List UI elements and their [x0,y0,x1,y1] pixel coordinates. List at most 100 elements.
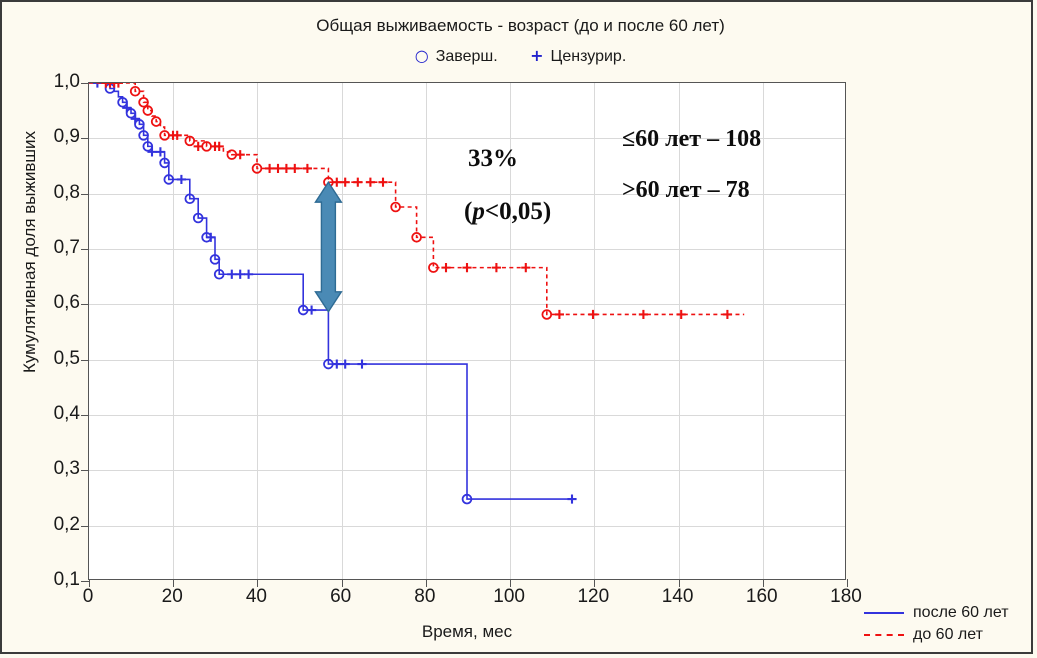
censored-marker [521,263,531,273]
y-axis-tick-label: 0,3 [53,458,80,480]
x-axis-tick-label: 80 [414,586,436,607]
event-marker [184,135,196,147]
event-marker [209,254,221,265]
censored-marker [340,359,350,369]
grid-layer [81,83,848,587]
y-axis-tick [81,249,89,250]
censored-marker [588,309,598,320]
censored-marker [722,309,732,320]
censored-marker [244,269,254,279]
y-axis-tick [81,304,89,306]
series-before60 [89,83,745,320]
censored-marker [235,269,245,279]
censored-marker [307,305,317,315]
censored-marker [92,83,102,88]
x-axis-tick [594,579,596,587]
event-marker [213,268,225,280]
x-axis-tick-label: 140 [661,586,694,607]
y-axis-tick-label: 0,2 [53,513,80,535]
annotation-percent: 33% [468,145,518,172]
legend-label-censored: Цензурир. [550,48,627,65]
x-axis-tick-labels: 0 20 40 60 80 100 120 140 160 180 [83,586,862,616]
event-marker [142,141,154,152]
censored-marker [155,147,165,157]
censored-marker [554,309,564,320]
x-axis-tick-label: 40 [245,586,268,607]
y-axis-title: Кумулятивная доля выживших [20,130,39,374]
annotation-pvalue-symbol: p [472,198,485,225]
y-axis-tick-label: 0,1 [53,569,80,590]
y-axis-tick [81,470,89,472]
gridline-vertical [678,83,680,579]
series-after60 [89,83,577,505]
gridline-vertical [594,83,596,579]
censored-marker [357,359,367,369]
censored-marker [206,232,216,242]
event-marker [163,174,175,185]
censored-marker [676,309,686,320]
censored-marker [214,141,224,151]
event-marker [390,201,401,213]
censored-marker [491,263,501,273]
gridline-vertical [341,83,343,579]
y-axis-tick-label: 0,4 [53,403,80,424]
gridline-horizontal [89,138,845,140]
censored-marker [113,83,123,88]
gridline-horizontal [89,359,845,361]
gridline-vertical [510,83,512,579]
x-axis-tick-label: 0 [82,586,94,607]
censored-marker [227,269,237,279]
censored-marker [441,263,451,273]
x-axis-tick [257,579,259,587]
x-axis-tick-label: 160 [745,586,778,607]
censored-marker [122,103,132,113]
censored-marker [378,177,388,187]
event-marker [461,493,473,505]
y-axis-tick-label: 0,9 [53,126,80,148]
y-axis-tick [81,359,89,361]
top-legend: ○ Заверш. + Цензурир. [2,46,1037,66]
gridline-horizontal [89,193,845,195]
x-axis-tick-label: 60 [330,586,352,607]
y-axis-tick-labels: 0,1 0,2 0,3 0,4 0,5 0,6 0,7 0,8 0,9 1,0 [18,71,80,590]
annotation-pvalue: (p<0,05) [464,198,551,226]
censored-marker [302,163,312,174]
censored-marker [273,163,283,174]
gridline-vertical [425,83,427,579]
censored-marker [567,494,577,504]
x-axis-tick-label: 100 [493,586,525,607]
legend-row-before60: до 60 лет [864,624,1009,646]
x-axis-tick-label: 120 [577,586,610,607]
gridline-horizontal [89,304,845,306]
x-axis-tick [173,579,175,587]
y-axis-tick-label: 0,7 [53,237,80,258]
censored-marker [332,177,342,187]
event-marker [117,97,128,108]
event-marker [411,232,422,243]
bottom-legend: после 60 лет до 60 лет [864,602,1009,646]
event-marker [129,85,141,97]
y-axis-tick [81,138,89,140]
event-marker [142,105,154,116]
gridline-horizontal [89,249,845,250]
censored-marker [365,177,375,187]
data-layer [89,83,745,505]
legend-item-completed: ○ Заверш. [415,46,498,66]
x-axis-tick-label: 20 [161,586,183,607]
event-marker [159,157,170,169]
x-axis-tick [341,579,343,587]
legend-label-completed: Заверш. [435,48,498,65]
censored-marker [290,163,300,174]
y-axis-tick [81,525,89,527]
line-swatch-solid-icon [864,612,904,614]
y-axis-tick-label: 0,5 [53,347,80,369]
event-marker [184,193,196,205]
gridline-horizontal [89,525,845,527]
x-axis-tick [89,579,90,587]
censored-marker [109,83,119,88]
y-axis-tick [81,83,89,84]
y-axis-tick-label: 1,0 [53,71,80,92]
event-marker [138,130,149,141]
censored-marker [332,359,342,369]
